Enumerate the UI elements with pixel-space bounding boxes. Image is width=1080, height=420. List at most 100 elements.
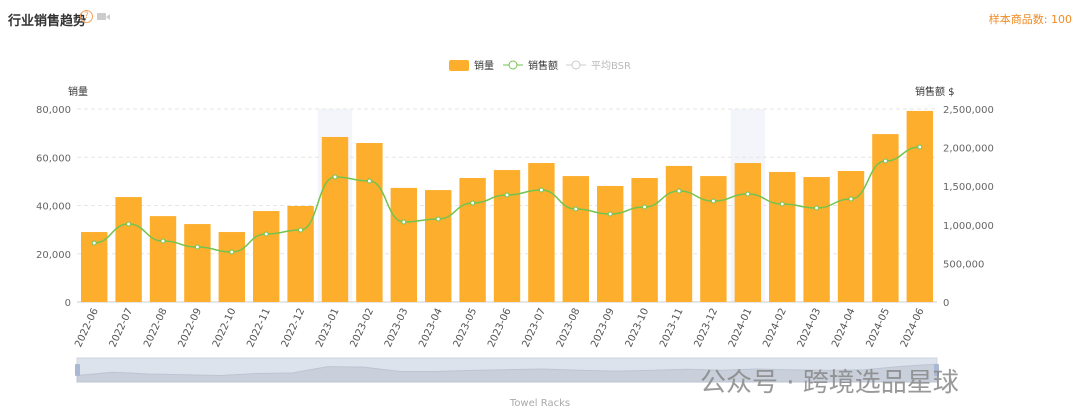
x-tick: 2024-05	[864, 307, 892, 350]
x-tick: 2023-06	[486, 307, 514, 350]
sales-point	[779, 201, 785, 207]
sales-point	[298, 227, 304, 233]
x-tick: 2023-01	[314, 307, 342, 350]
legend-label: 平均BSR	[591, 60, 631, 72]
x-tick: 2022-06	[73, 307, 101, 350]
sales-point	[607, 211, 613, 217]
x-tick: 2022-09	[176, 307, 204, 350]
sales-point	[538, 187, 544, 193]
bar	[837, 171, 865, 302]
sales-point	[126, 221, 132, 227]
watermark: 公众号 · 跨境选品星球	[700, 368, 959, 398]
bar	[803, 177, 830, 302]
y-tick-right: 1,000,000	[943, 221, 994, 232]
x-tick: 2023-07	[520, 307, 548, 350]
bar	[149, 216, 177, 302]
sales-point	[814, 205, 820, 211]
bar	[115, 197, 142, 302]
sales-point	[91, 240, 97, 246]
chart-title: 行业销售趋势	[8, 14, 87, 29]
y-tick-left: 80,000	[36, 105, 71, 116]
x-tick: 2024-02	[761, 307, 789, 350]
x-tick: 2024-06	[899, 307, 927, 350]
x-tick: 2022-11	[245, 307, 273, 350]
video-icon[interactable]	[97, 13, 110, 20]
bar	[459, 177, 486, 302]
sales-point	[745, 191, 751, 197]
x-axis-label: Towel Racks	[509, 398, 570, 409]
sales-point	[366, 178, 372, 184]
x-tick: 2023-09	[589, 307, 617, 350]
y-tick-left: 20,000	[36, 250, 71, 261]
x-tick: 2023-05	[452, 307, 480, 350]
zoom-handle-right[interactable]	[934, 364, 939, 376]
sample-count: 样本商品数: 100	[988, 13, 1072, 26]
zoom-handle-left[interactable]	[75, 364, 80, 376]
bar	[493, 170, 521, 302]
x-tick: 2024-04	[830, 307, 858, 350]
legend-swatch-sales-volume	[449, 60, 469, 71]
y-tick-right: 0	[943, 298, 949, 309]
x-tick: 2023-02	[348, 307, 376, 350]
sales-point	[435, 216, 441, 222]
sales-point	[229, 249, 235, 255]
sales-point	[470, 200, 476, 206]
sales-point	[676, 188, 682, 194]
bar	[631, 177, 658, 302]
sales-point	[848, 196, 854, 202]
y-tick-left: 40,000	[36, 202, 71, 213]
bar	[321, 136, 349, 302]
bar	[769, 171, 796, 302]
bar	[597, 185, 624, 302]
x-tick: 2022-08	[142, 307, 170, 350]
sales-point	[882, 158, 888, 164]
x-tick: 2024-01	[727, 307, 755, 350]
y-tick-left: 0	[65, 298, 71, 309]
x-tick: 2023-10	[624, 307, 652, 350]
x-tick: 2024-03	[796, 307, 824, 350]
legend-label: 销售额	[528, 59, 558, 72]
sales-point	[642, 204, 648, 210]
sales-point	[573, 206, 579, 212]
y-tick-left: 60,000	[36, 153, 71, 164]
sales-point	[160, 238, 166, 244]
legend-marker	[571, 60, 581, 70]
x-tick: 2023-04	[417, 307, 445, 350]
sales-point	[263, 231, 269, 237]
y-tick-right: 500,000	[943, 259, 984, 270]
bar	[390, 187, 417, 302]
y-tick-right: 1,500,000	[943, 182, 994, 193]
bar	[906, 110, 933, 303]
help-icon[interactable]: ?	[80, 10, 93, 23]
y-axis-label-right: 销售额 $	[915, 85, 955, 98]
bar	[665, 165, 693, 302]
bar	[356, 143, 383, 302]
bar	[700, 176, 727, 302]
x-tick: 2023-12	[692, 307, 720, 350]
x-tick: 2022-07	[108, 307, 136, 350]
x-tick: 2022-10	[211, 307, 239, 350]
y-axis-label-left: 销量	[68, 85, 88, 98]
y-tick-right: 2,500,000	[943, 105, 994, 116]
bar	[528, 163, 555, 302]
sales-point	[332, 174, 338, 180]
sales-point	[710, 198, 716, 204]
x-tick: 2022-12	[280, 307, 308, 350]
bar	[562, 176, 589, 302]
x-tick: 2023-11	[658, 307, 686, 350]
bar	[218, 232, 245, 302]
bar	[184, 224, 211, 302]
bar	[425, 190, 452, 302]
zoom-slider-preview	[76, 363, 938, 383]
bar	[287, 205, 314, 302]
legend-label: 销量	[474, 59, 494, 72]
legend-marker	[508, 60, 518, 70]
bar	[253, 211, 280, 302]
sales-point	[194, 244, 200, 250]
y-tick-right: 2,000,000	[943, 144, 994, 155]
sales-point	[504, 192, 510, 198]
x-tick: 2023-08	[555, 307, 583, 350]
sales-point	[917, 144, 923, 150]
bar	[734, 163, 761, 302]
